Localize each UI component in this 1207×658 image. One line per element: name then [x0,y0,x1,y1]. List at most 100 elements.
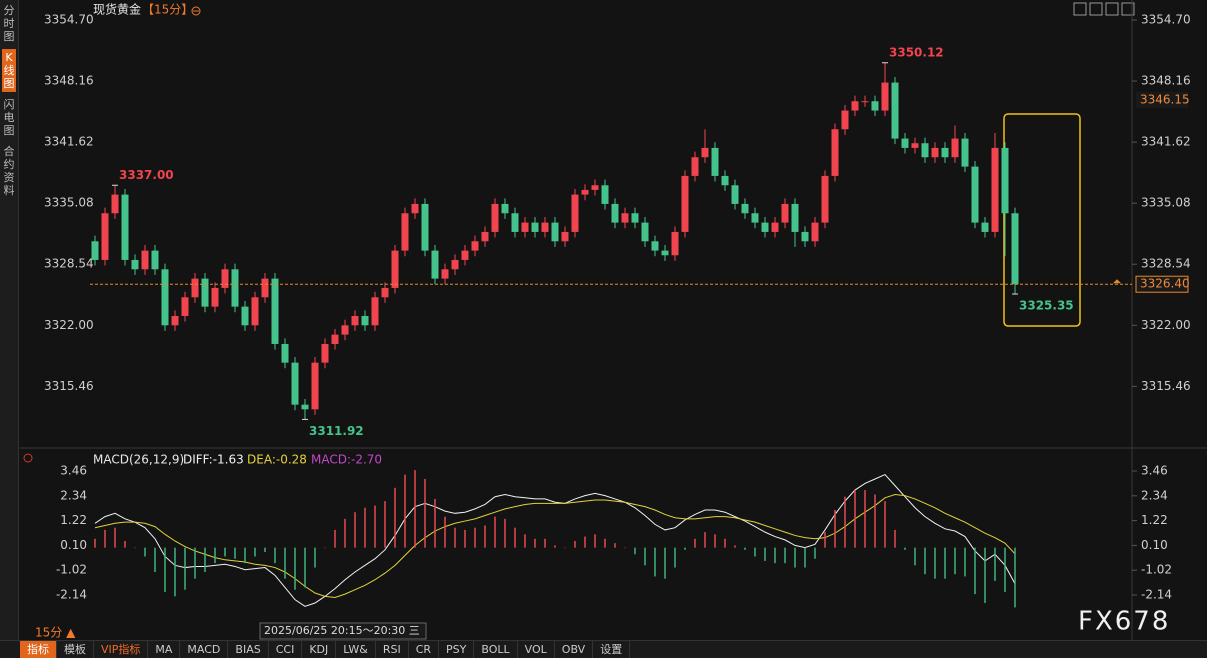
control-move[interactable] [1073,2,1087,16]
histogram-bar [414,470,416,548]
histogram-bar [304,547,306,588]
candle-body [321,343,329,363]
y-tick-label: 3348.16 [44,74,94,88]
toolbar-tab[interactable]: PSY [439,641,475,658]
histogram-bar [234,547,236,559]
toolbar-tab[interactable]: CR [409,641,440,658]
candle-body [381,287,389,298]
candle-body [861,101,869,103]
toolbar-tab[interactable]: MA [148,641,181,658]
y-tick-label: -2.14 [1141,588,1172,602]
sidebar-tab[interactable]: 闪电图 [3,98,15,137]
toolbar-tab[interactable]: CCI [269,641,303,658]
candle-body [171,315,179,326]
control-lock[interactable] [1105,2,1119,16]
price-marker-label: 3326.40 [1140,277,1190,291]
histogram-bar [914,547,916,566]
histogram-bar [394,487,396,548]
highlight-box [1003,113,1081,327]
toolbar-tab[interactable]: KDJ [302,641,337,658]
candle-body [371,297,379,326]
histogram-bar [404,474,406,548]
candle-body [821,175,829,223]
candle-body [541,222,549,232]
histogram-bar [784,547,786,564]
sidebar-tab[interactable]: K线图 [2,49,16,92]
period-selector[interactable]: 15分 ▲ [35,626,76,640]
candle-body [701,147,709,158]
histogram-bar [484,525,486,548]
control-close[interactable] [1121,2,1135,16]
toolbar-tab[interactable]: 指标 [20,641,57,658]
histogram-bar [684,547,686,550]
extreme-label: 3325.35 [1019,299,1074,313]
y-tick-label: 3322.00 [44,318,94,332]
histogram-bar [674,547,676,568]
histogram-bar [324,547,326,549]
candle-body [361,315,369,326]
candle-body [791,203,799,232]
toolbar-tab[interactable]: OBV [555,641,594,658]
control-restore[interactable] [1089,2,1103,16]
toolbar-tab[interactable]: VIP指标 [94,641,149,658]
candle-body [91,241,99,260]
candle-body [101,213,109,260]
histogram-bar [844,496,846,548]
histogram-bar [724,538,726,548]
histogram-bar [984,547,986,603]
sidebar-tab[interactable]: 合约资料 [3,145,15,197]
toolbar-tab[interactable]: VOL [518,641,555,658]
candle-body [191,278,199,298]
indicator-line [94,493,1016,598]
zoom-icon[interactable] [191,6,201,16]
indicator-icon[interactable] [23,453,33,463]
y-tick-label: 3348.16 [1141,74,1191,88]
histogram-bar [754,547,756,557]
candle-body [711,147,719,176]
candle-body [691,157,699,176]
histogram-bar [444,516,446,548]
candle-body [481,231,489,242]
candle-body [531,222,539,232]
price-marker-box [1136,91,1188,108]
histogram-bar [284,547,286,579]
histogram-bar [904,547,906,550]
price-marker-box [1135,275,1189,293]
candle-body [221,269,229,288]
candle-body [471,241,479,251]
y-tick-label: 3.46 [1141,464,1168,478]
candle-body [811,222,819,242]
toolbar: 指标 模板 VIP指标 MA MACD BIAS CCI KDJ LW& RSI CR PSY BOLL… [0,640,1207,658]
candle-body [251,297,259,326]
indicator-line [94,473,1016,607]
toolbar-tab[interactable]: 模板 [57,641,94,658]
candle-body [451,259,459,270]
toolbar-tab[interactable]: BIAS [228,641,269,658]
indicator-title: MACD(26,12,9) [93,453,184,467]
toolbar-tab[interactable]: RSI [376,641,409,658]
histogram-bar [734,545,736,548]
histogram-bar [824,532,826,548]
y-tick-label: 3322.00 [1141,318,1191,332]
y-tick-label: 2.34 [1141,488,1168,502]
sidebar-tab[interactable]: 分时图 [3,4,15,43]
toolbar-tab[interactable]: MACD [180,641,229,658]
histogram-bar [614,543,616,548]
toolbar-tab[interactable]: LW& [336,641,376,658]
histogram-bar [584,536,586,548]
histogram-bar [964,547,966,577]
histogram-bar [924,547,926,575]
y-tick-label: 3341.62 [1141,135,1191,149]
toolbar-tab[interactable]: 设置 [593,641,631,658]
histogram-bar [514,527,516,548]
candle-body [621,213,629,223]
histogram-bar [524,534,526,548]
candle-body [601,185,609,204]
candle-body [411,203,419,214]
candle-body [901,138,909,148]
crosshair-time-box [259,622,427,640]
candle-body [591,185,599,190]
histogram-bar [704,532,706,548]
toolbar-tab[interactable]: BOLL [474,641,518,658]
candle-body [571,194,579,232]
